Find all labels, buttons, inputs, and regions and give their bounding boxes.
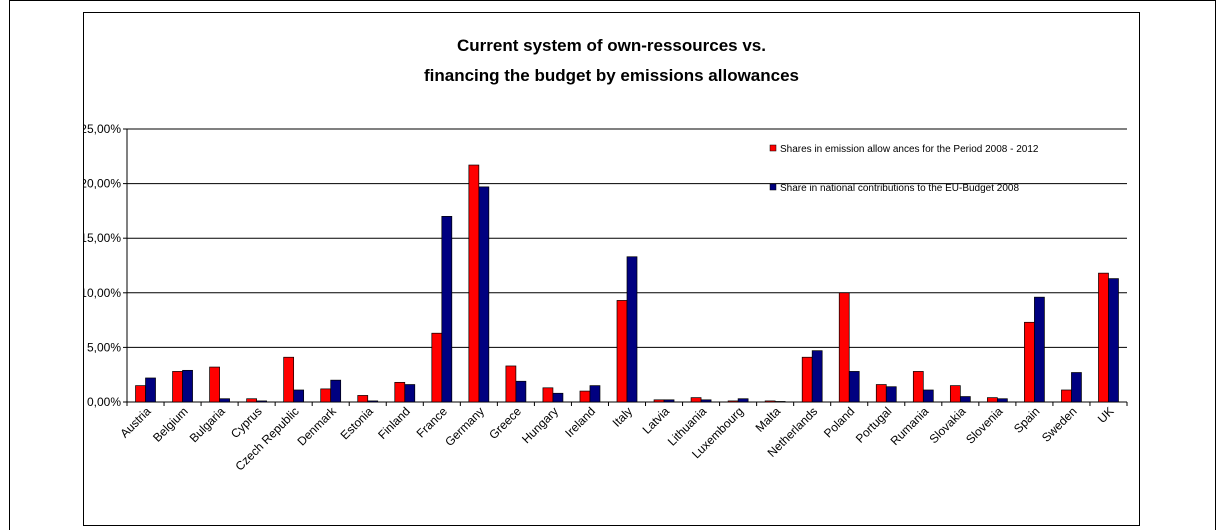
bar-eu-budget-contributions: [1071, 372, 1082, 403]
y-tick-label: 25,00%: [84, 122, 121, 136]
bar-emission-allowances: [1061, 389, 1072, 403]
x-category-label: UK: [1095, 404, 1117, 426]
bar-eu-budget-contributions: [182, 369, 193, 403]
x-category-label: Belgium: [150, 404, 191, 445]
bar-eu-budget-contributions: [589, 385, 601, 403]
x-category-label: Austria: [117, 404, 154, 441]
legend-label-eu-budget-contributions: Share in national contributions to the E…: [780, 183, 1019, 194]
x-category-label: Bulgaria: [187, 404, 228, 445]
bar-eu-budget-contributions: [441, 216, 453, 403]
bar-chart: 0,00% 5,00% 10,00% 15,00% 20,00% 25,00% Austri…: [84, 122, 1128, 474]
bar-emission-allowances: [135, 385, 146, 403]
bar-emission-allowances: [542, 387, 554, 403]
bar-eu-budget-contributions: [774, 401, 786, 403]
x-category-label: Germany: [442, 404, 487, 449]
chart-title-line-1: Current system of own-ressources vs.: [457, 36, 766, 55]
bar-eu-budget-contributions: [626, 256, 638, 403]
x-category-label: Malta: [753, 404, 784, 435]
x-category-label: Estonia: [338, 404, 376, 442]
bar-eu-budget-contributions: [1034, 296, 1045, 403]
bar-emission-allowances: [394, 381, 406, 403]
bar-emission-allowances: [653, 399, 665, 403]
bar-emission-allowances: [987, 397, 998, 403]
legend-swatch-emission-allowances: [769, 144, 777, 152]
chart-title-line-2: financing the budget by emissions allowa…: [423, 66, 800, 85]
x-category-label: Italy: [610, 404, 635, 429]
bar-eu-budget-contributions: [552, 392, 564, 403]
y-tick-label: 5,00%: [87, 340, 121, 354]
bar-emission-allowances: [320, 388, 332, 403]
bar-eu-budget-contributions: [959, 396, 971, 403]
y-tick-label: 15,00%: [84, 231, 121, 245]
bar-emission-allowances: [505, 365, 517, 403]
bar-eu-budget-contributions: [922, 389, 934, 403]
page-border-right: [1215, 0, 1216, 530]
bar-eu-budget-contributions: [811, 350, 823, 403]
page-border-left: [9, 0, 10, 530]
bar-emission-allowances: [764, 400, 776, 403]
bar-emission-allowances: [949, 385, 961, 403]
x-category-label: Spain: [1011, 404, 1043, 436]
bar-emission-allowances: [690, 397, 702, 403]
bar-eu-budget-contributions: [515, 380, 527, 403]
x-category-label: Hungary: [519, 404, 561, 446]
x-category-label: France: [414, 404, 451, 441]
chart-title: Current system of own-ressources vs. fin…: [84, 31, 1139, 91]
bar-emission-allowances: [838, 292, 850, 403]
bar-eu-budget-contributions: [848, 371, 860, 403]
bar-emission-allowances: [246, 398, 257, 403]
chart-frame: Current system of own-ressources vs. fin…: [83, 12, 1140, 526]
bar-emission-allowances: [875, 384, 887, 403]
bar-emission-allowances: [172, 371, 183, 403]
bar-emission-allowances: [912, 371, 924, 403]
bar-eu-budget-contributions: [256, 400, 267, 403]
bar-eu-budget-contributions: [478, 186, 490, 403]
x-category-label: Slovakia: [926, 404, 968, 446]
x-category-label: Latvia: [640, 404, 673, 437]
bar-emission-allowances: [1024, 321, 1035, 403]
bar-eu-budget-contributions: [145, 377, 156, 403]
bar-eu-budget-contributions: [997, 398, 1008, 403]
bar-emission-allowances: [801, 356, 813, 403]
x-category-label: Czech Republic: [232, 404, 301, 473]
bar-eu-budget-contributions: [293, 389, 305, 403]
bar-eu-budget-contributions: [367, 400, 379, 403]
bar-emission-allowances: [431, 332, 443, 403]
y-tick-label: 20,00%: [84, 177, 121, 191]
legend-label-emission-allowances: Shares in emission allow ances for the P…: [780, 144, 1039, 155]
bar-eu-budget-contributions: [1108, 278, 1119, 403]
bar-emission-allowances: [616, 300, 628, 403]
bar-emission-allowances: [209, 366, 220, 403]
bar-emission-allowances: [579, 390, 591, 403]
y-tick-label: 0,00%: [87, 395, 121, 409]
bar-emission-allowances: [727, 400, 739, 403]
x-category-label: Denmark: [294, 404, 339, 449]
bar-eu-budget-contributions: [663, 399, 675, 403]
bar-eu-budget-contributions: [737, 398, 749, 403]
bar-emission-allowances: [468, 164, 480, 403]
y-tick-label: 10,00%: [84, 286, 121, 300]
page-border-top: [9, 0, 1216, 1]
x-category-label: Poland: [821, 404, 857, 440]
bar-eu-budget-contributions: [330, 379, 342, 403]
x-category-label: Rumania: [888, 404, 932, 448]
x-category-label: Sweden: [1039, 404, 1080, 445]
bar-emission-allowances: [1098, 272, 1109, 403]
legend-swatch-eu-budget-contributions: [769, 183, 777, 191]
bar-eu-budget-contributions: [219, 398, 230, 403]
x-category-label: Ireland: [562, 404, 598, 440]
bar-eu-budget-contributions: [404, 384, 416, 403]
x-category-label: Slovenia: [963, 404, 1006, 447]
x-category-label: Finland: [375, 404, 413, 442]
bar-eu-budget-contributions: [885, 386, 897, 403]
bar-emission-allowances: [283, 356, 295, 403]
bar-emission-allowances: [357, 395, 369, 403]
bar-eu-budget-contributions: [700, 399, 712, 403]
